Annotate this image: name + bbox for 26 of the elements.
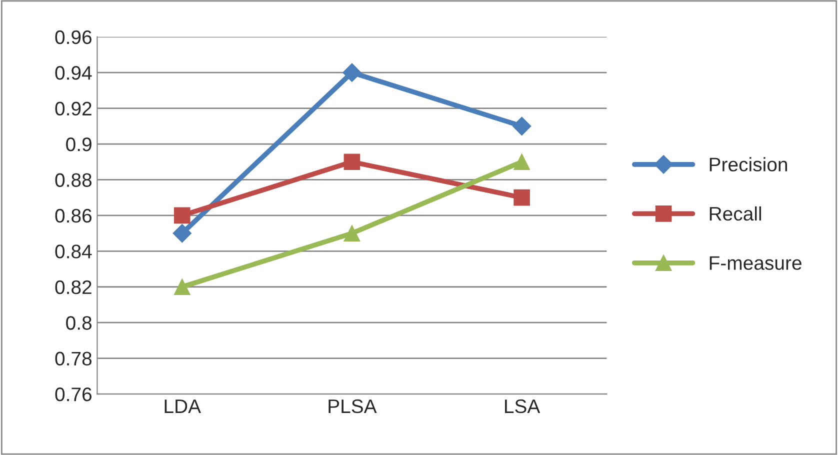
- y-tick-label: 0.84: [55, 244, 92, 258]
- legend-label: F-measure: [710, 256, 802, 270]
- legend-label: Precision: [710, 157, 787, 172]
- y-tick-label: 0.82: [55, 280, 92, 294]
- legend-label: Recall: [710, 206, 762, 221]
- y-tick-label: 0.9: [66, 137, 92, 152]
- x-tick-label: LDA: [164, 400, 201, 413]
- point: [512, 116, 532, 136]
- y-tick-label: 0.88: [55, 173, 92, 187]
- x-tick-label: PLSA: [328, 399, 377, 414]
- y-tick-label: 0.86: [55, 208, 92, 223]
- point: [514, 154, 530, 170]
- x-tick-label: LSA: [505, 399, 540, 414]
- point: [342, 63, 362, 82]
- point: [344, 225, 360, 242]
- y-tick-label: 0.76: [55, 388, 92, 402]
- point: [344, 154, 360, 170]
- y-tick-label: 0.92: [55, 102, 92, 116]
- point: [174, 207, 190, 224]
- y-tick-label: 0.96: [55, 30, 92, 44]
- y-tick-label: 0.94: [55, 66, 92, 80]
- y-tick-label: 0.78: [55, 352, 92, 366]
- point: [174, 278, 190, 296]
- point: [514, 189, 530, 206]
- y-tick-label: 0.8: [66, 316, 92, 330]
- point: [172, 224, 192, 243]
